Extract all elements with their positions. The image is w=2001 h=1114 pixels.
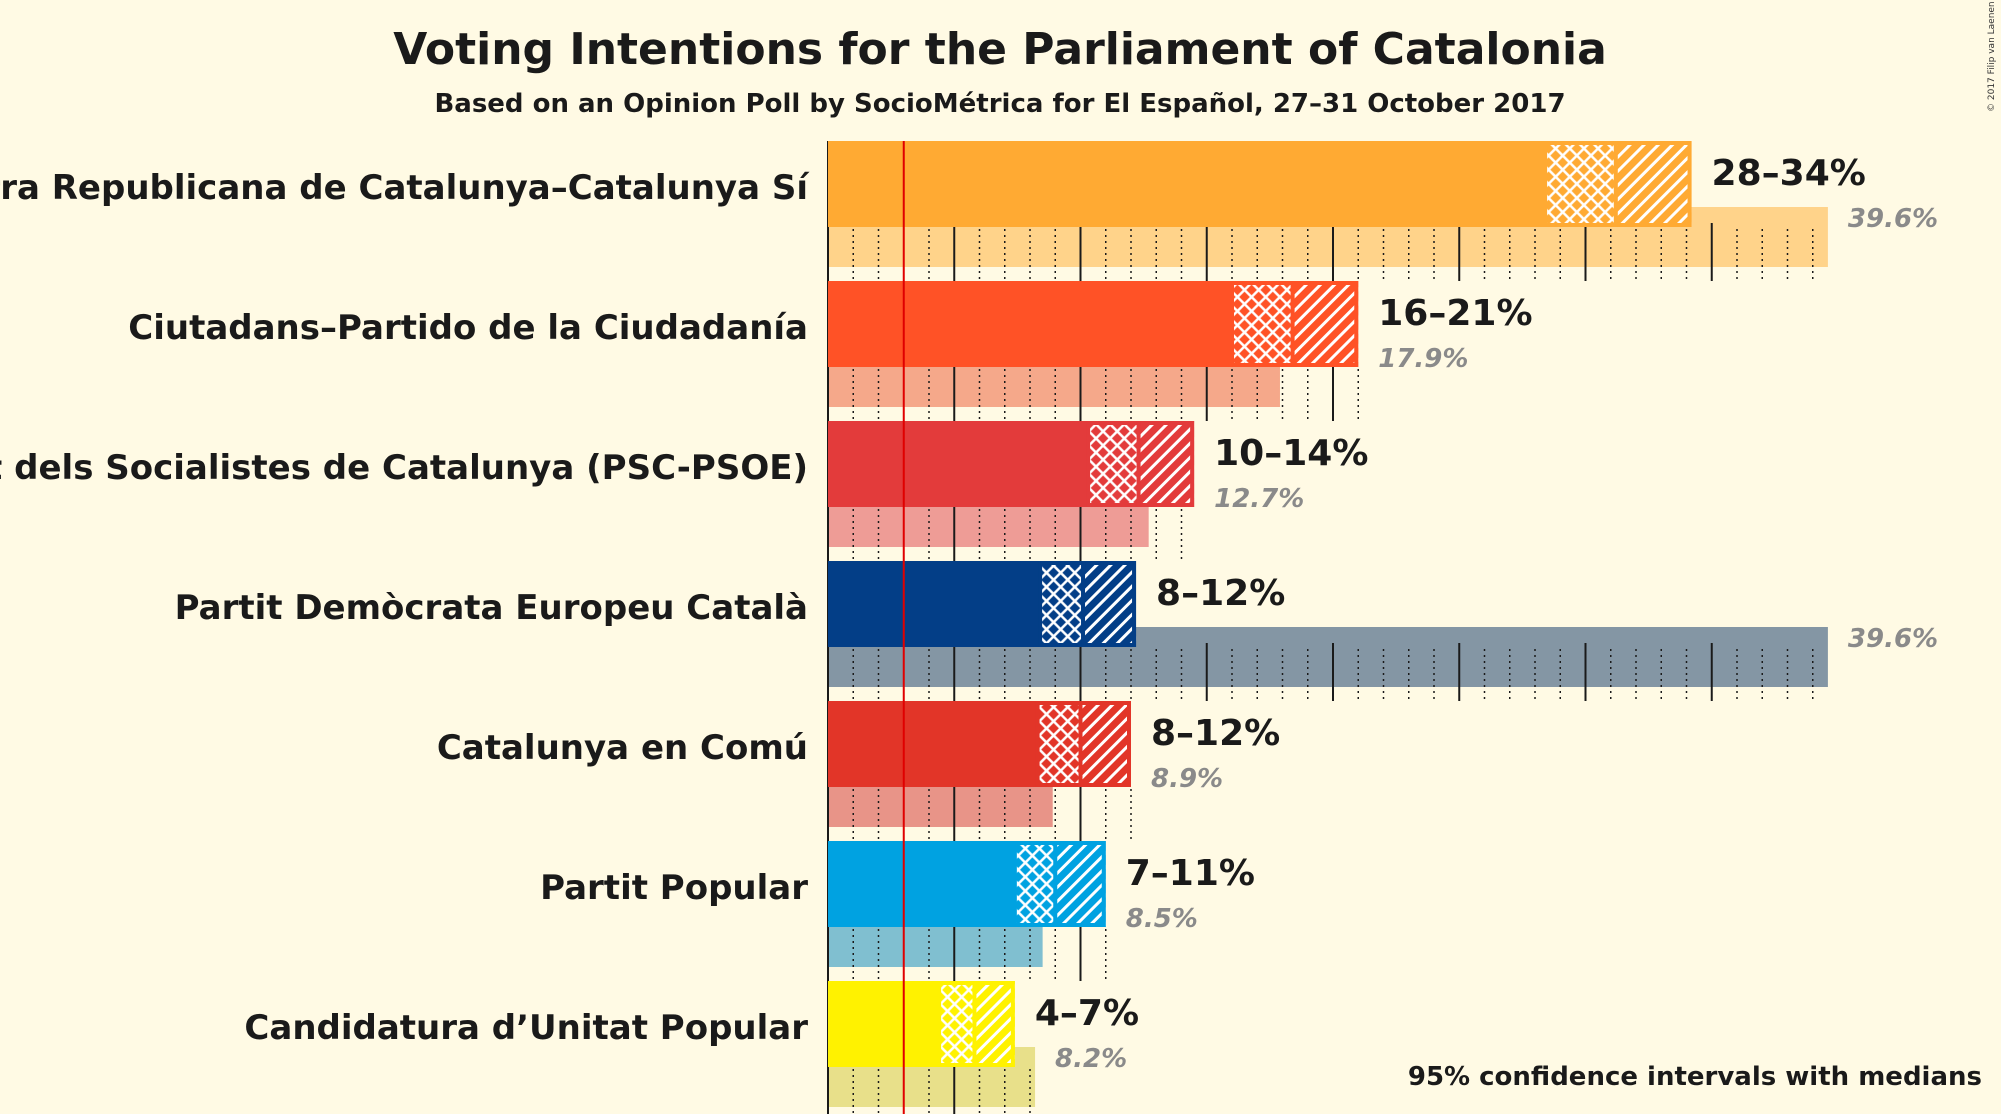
confidence-bar-solid xyxy=(828,141,1546,227)
previous-result-label: 12.7% xyxy=(1214,484,1304,514)
confidence-bar-solid xyxy=(828,841,1015,927)
confidence-bar-solid xyxy=(828,701,1038,787)
party-name-label: Catalunya en Comú xyxy=(437,728,808,768)
party-name-label: Partit Popular xyxy=(540,868,808,908)
previous-result-label: 17.9% xyxy=(1378,344,1468,374)
chart-subtitle: Based on an Opinion Poll by SocioMétrica… xyxy=(434,89,1565,119)
confidence-bar-upper-hatch xyxy=(1083,561,1137,647)
confidence-interval-outline xyxy=(1038,561,1137,647)
party-row: Partit Demòcrata Europeu Català 8–12% 39.6… xyxy=(175,561,1938,701)
range-label: 4–7% xyxy=(1035,993,1139,1034)
previous-result-label: 8.5% xyxy=(1126,904,1198,934)
chart-caption: 95% confidence intervals with medians xyxy=(1408,1062,1982,1092)
confidence-bar-lower-hatch xyxy=(1088,421,1139,507)
chart-title: Voting Intentions for the Parliament of … xyxy=(393,24,1607,75)
confidence-bar-upper-hatch xyxy=(1292,281,1359,367)
party-row: Esquerra Republicana de Catalunya–Catalu… xyxy=(0,141,1938,281)
range-label: 16–21% xyxy=(1378,293,1532,334)
party-name-label: Partit dels Socialistes de Catalunya (PS… xyxy=(0,448,808,488)
party-rows: Esquerra Republicana de Catalunya–Catalu… xyxy=(0,141,1938,1114)
confidence-bar-upper-hatch xyxy=(1138,421,1195,507)
range-label: 7–11% xyxy=(1126,853,1255,894)
confidence-bar-solid xyxy=(828,421,1089,507)
confidence-bar-lower-hatch xyxy=(1014,841,1056,927)
confidence-bar-solid xyxy=(828,981,940,1067)
confidence-bar-upper-hatch xyxy=(1055,841,1106,927)
confidence-bar-lower-hatch xyxy=(1040,561,1084,647)
party-row: Ciutadans–Partido de la Ciudadanía 16–21%… xyxy=(128,281,1533,421)
range-label: 8–12% xyxy=(1156,573,1285,614)
party-name-label: Partit Demòcrata Europeu Català xyxy=(175,588,808,628)
confidence-bar-solid xyxy=(828,561,1041,647)
confidence-bar-lower-hatch xyxy=(939,981,975,1067)
confidence-bar-solid xyxy=(828,281,1232,367)
confidence-bar-upper-hatch xyxy=(1080,701,1131,787)
confidence-bar-lower-hatch xyxy=(1232,281,1293,367)
previous-result-label: 39.6% xyxy=(1848,204,1938,234)
copyright-note: © 2017 Filip van Laenen xyxy=(1987,1,1997,112)
previous-result-label: 8.2% xyxy=(1055,1044,1127,1074)
party-row: Partit dels Socialistes de Catalunya (PS… xyxy=(0,421,1368,561)
party-row: Partit Popular 7–11% 8.5% xyxy=(540,841,1255,981)
previous-result-label: 39.6% xyxy=(1848,624,1938,654)
confidence-bar-lower-hatch xyxy=(1037,701,1081,787)
party-name-label: Candidatura d’Unitat Popular xyxy=(244,1008,808,1048)
range-label: 10–14% xyxy=(1214,433,1368,474)
party-name-label: Esquerra Republicana de Catalunya–Catalu… xyxy=(0,168,810,208)
party-name-label: Ciutadans–Partido de la Ciudadanía xyxy=(128,308,808,348)
confidence-bar-upper-hatch xyxy=(1615,141,1692,227)
confidence-bar-upper-hatch xyxy=(974,981,1015,1067)
range-label: 28–34% xyxy=(1712,153,1866,194)
confidence-interval-outline xyxy=(1035,701,1131,787)
party-row: Candidatura d’Unitat Popular 4–7% 8.2% xyxy=(244,981,1139,1114)
previous-result-label: 8.9% xyxy=(1151,764,1223,794)
confidence-bar-lower-hatch xyxy=(1545,141,1616,227)
confidence-interval-outline xyxy=(1012,841,1106,927)
party-row: Catalunya en Comú 8–12% 8.9% xyxy=(437,701,1280,841)
range-label: 8–12% xyxy=(1151,713,1280,754)
